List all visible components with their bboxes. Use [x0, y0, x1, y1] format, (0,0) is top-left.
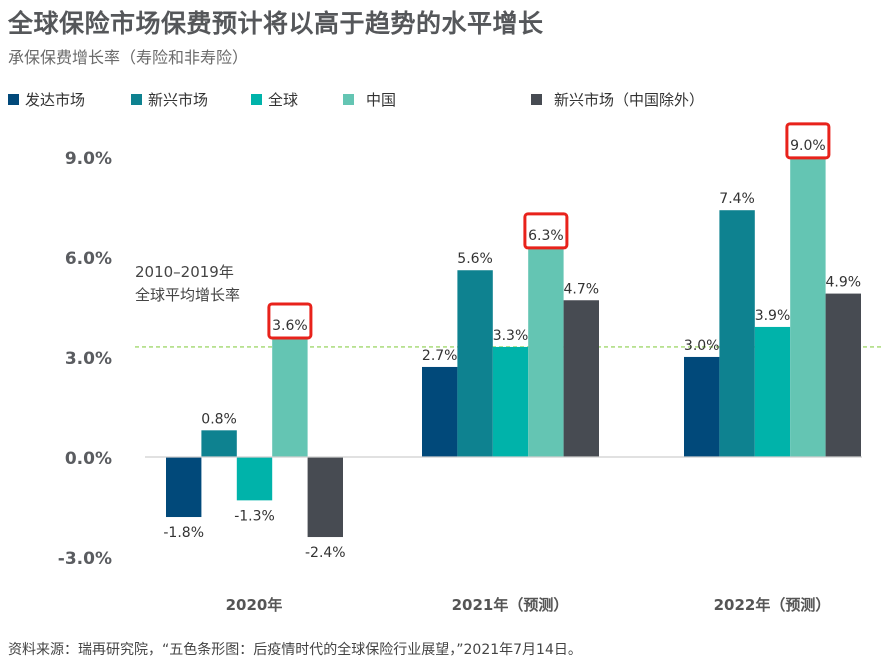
bar [201, 430, 237, 457]
data-label: 3.0% [684, 338, 720, 354]
bar [790, 156, 826, 457]
y-tick-label: 0.0% [65, 449, 112, 469]
highlight-box [523, 212, 569, 250]
data-label: 7.4% [719, 191, 755, 207]
legend-item-china: 中国 [343, 89, 396, 110]
y-tick-label: 6.0% [65, 249, 112, 269]
data-label: 4.9% [826, 275, 862, 291]
y-tick-label: 3.0% [65, 349, 112, 369]
legend-item-emerging: 新兴市场 [131, 89, 208, 110]
bar [754, 326, 791, 457]
bar [236, 457, 273, 501]
y-tick-label: 9.0% [65, 149, 112, 169]
legend-swatch-icon [131, 94, 142, 105]
legend-item-emerging-ex-china: 新兴市场（中国除外） [531, 89, 704, 110]
legend: 发达市场 新兴市场 全球 中国 新兴市场（中国除外） [8, 89, 868, 111]
legend-swatch-icon [531, 94, 542, 105]
bar [528, 246, 564, 457]
legend-swatch-icon [8, 94, 19, 105]
data-label: 3.3% [493, 328, 529, 344]
highlight-box [267, 302, 313, 340]
legend-label: 全球 [268, 91, 299, 109]
bar [563, 300, 599, 457]
bar [166, 457, 202, 518]
bar [422, 366, 458, 457]
data-label: 5.6% [457, 251, 493, 267]
legend-label: 发达市场 [25, 91, 86, 109]
data-label: 2.7% [422, 348, 458, 364]
bar [684, 356, 720, 457]
x-tick-label: 2021年（预测） [452, 596, 569, 614]
data-label: -2.4% [305, 545, 346, 561]
data-label: 3.9% [755, 308, 791, 324]
x-tick-label: 2022年（预测） [714, 596, 831, 614]
reference-line-label: 2010–2019年 [135, 263, 234, 281]
legend-label: 新兴市场（中国除外） [554, 91, 705, 109]
bar [457, 270, 493, 457]
bar [825, 293, 861, 457]
highlight-box [785, 122, 831, 160]
legend-item-developed: 发达市场 [8, 89, 85, 110]
legend-label: 中国 [366, 91, 397, 109]
data-label: 9.0% [790, 138, 826, 154]
data-label: 6.3% [528, 228, 564, 244]
source-note: 资料来源：瑞再研究院，“五色条形图：后疫情时代的全球保险行业展望，”2021年7… [8, 642, 582, 658]
legend-item-global: 全球 [251, 89, 298, 110]
reference-line-label: 全球平均增长率 [135, 286, 240, 304]
bar [492, 346, 529, 457]
bar [719, 210, 755, 457]
bar [272, 336, 308, 457]
x-tick-label: 2020年 [226, 596, 283, 614]
chart-title: 全球保险市场保费预计将以高于趋势的水平增长 [8, 9, 544, 38]
legend-swatch-icon [251, 94, 262, 105]
legend-label: 新兴市场 [148, 91, 209, 109]
data-label: -1.8% [163, 525, 204, 541]
data-label: 3.6% [272, 318, 308, 334]
data-label: 4.7% [564, 281, 600, 297]
chart-subtitle: 承保保费增长率（寿险和非寿险） [8, 48, 249, 67]
bar [307, 457, 343, 538]
data-label: 0.8% [201, 411, 237, 427]
data-label: -1.3% [234, 508, 275, 524]
y-tick-label: -3.0% [58, 549, 112, 569]
legend-swatch-icon [343, 94, 354, 105]
